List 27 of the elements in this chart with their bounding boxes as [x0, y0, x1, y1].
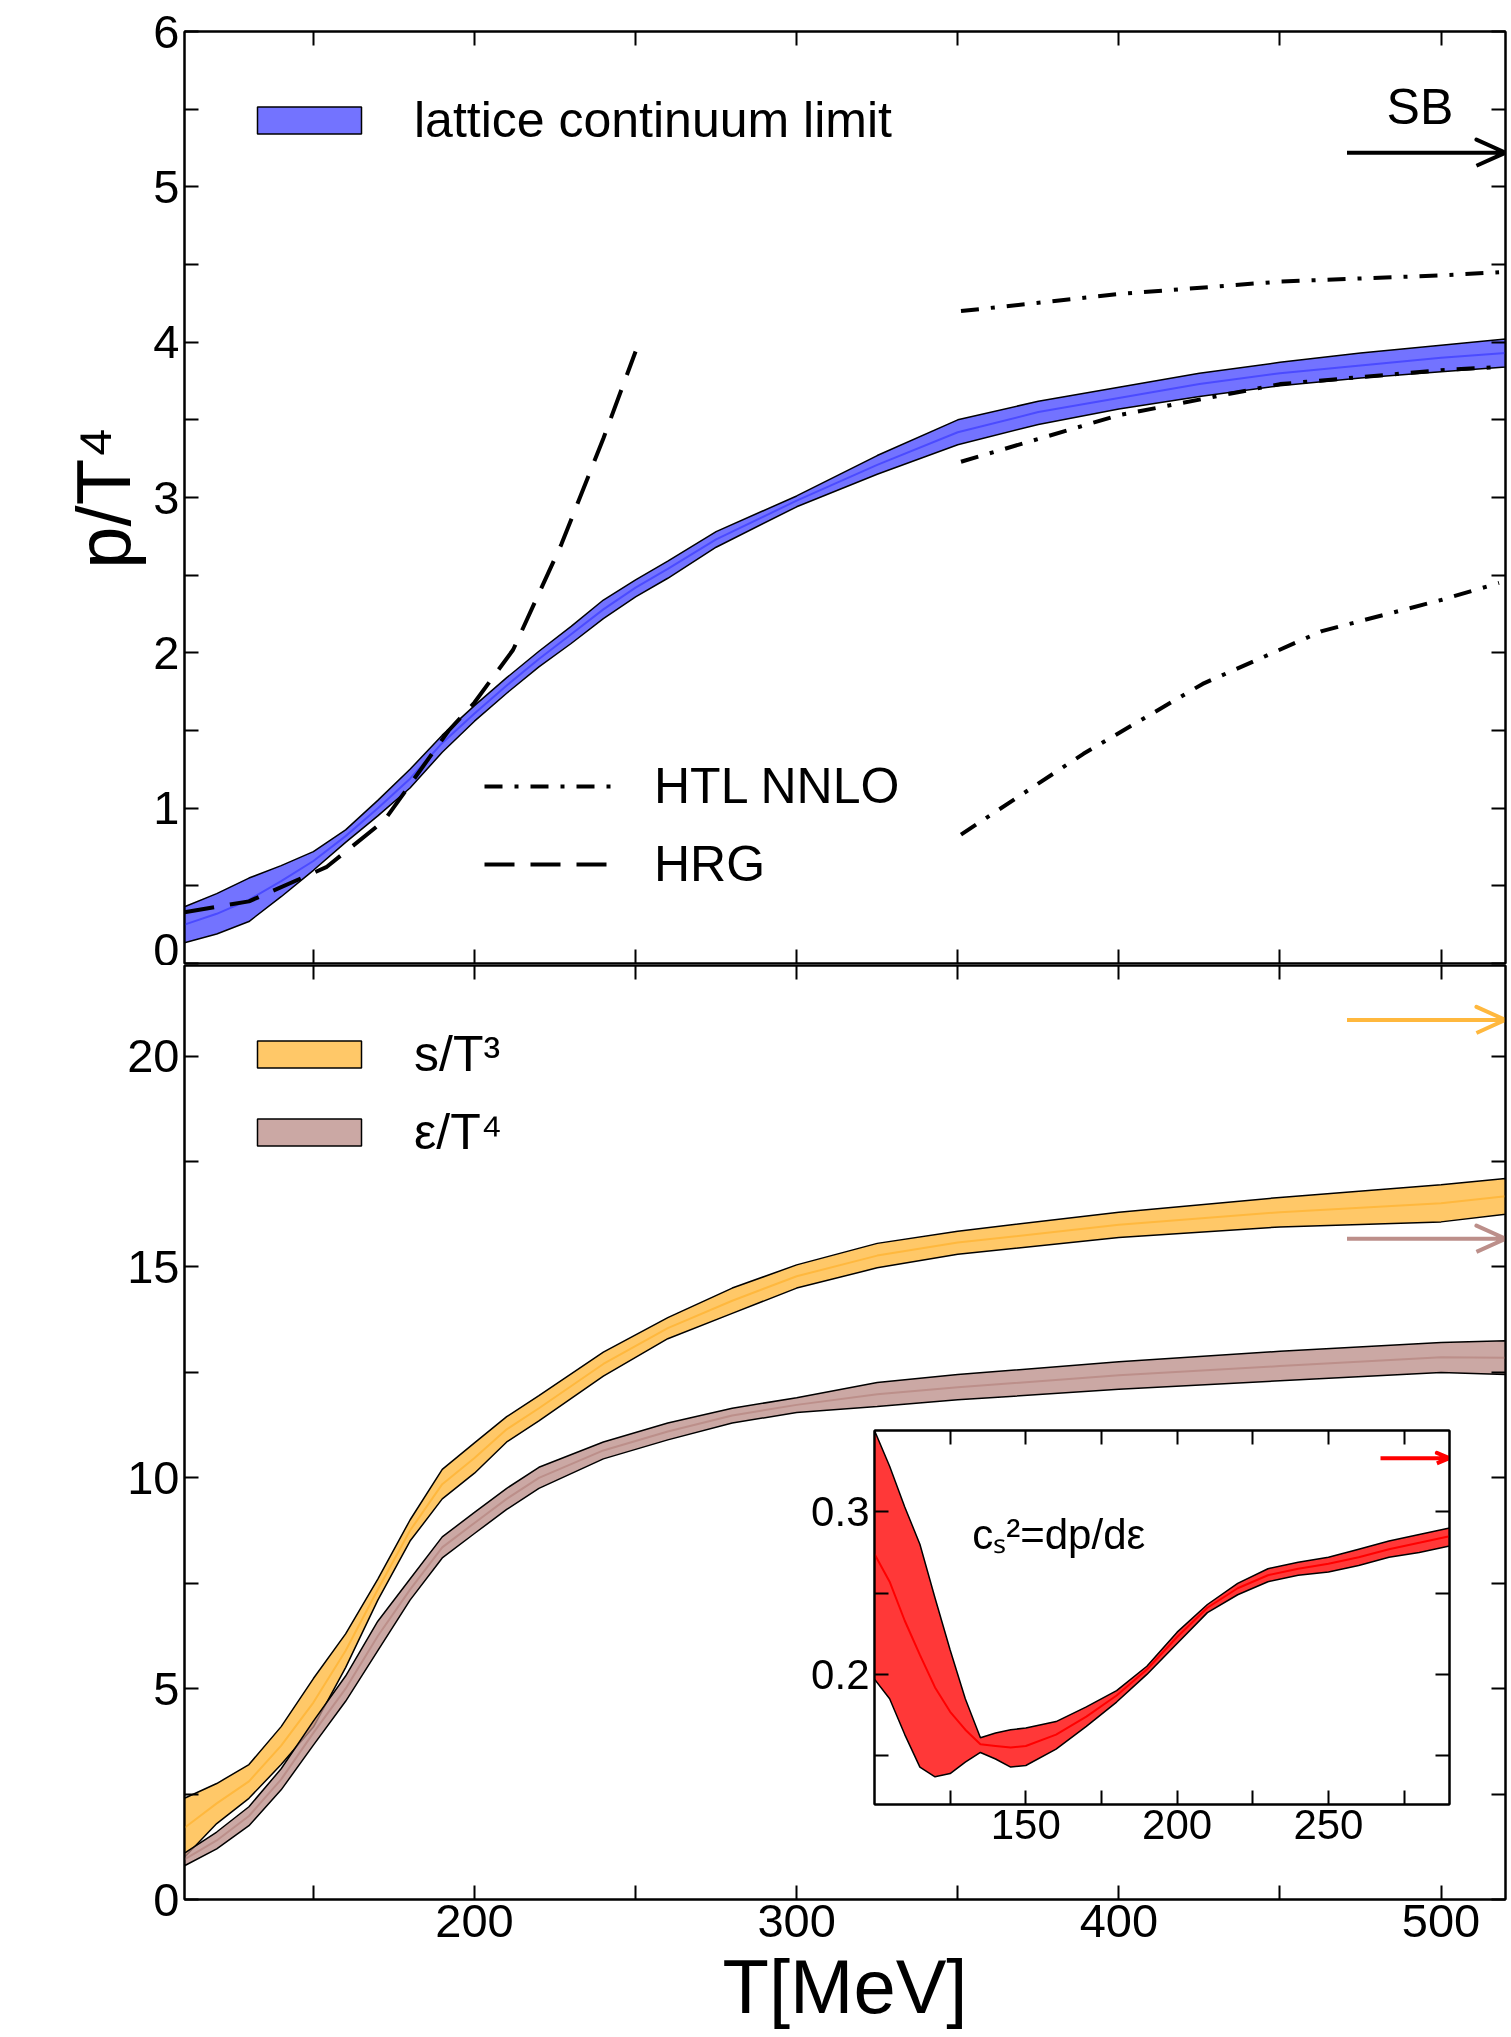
y-tick-label: 6 — [153, 4, 180, 58]
y-tick-label: 5 — [153, 1661, 180, 1715]
y-tick-label: 20 — [127, 1029, 180, 1083]
x-tick-label: 250 — [1293, 1800, 1364, 1848]
y-tick-label: 0 — [153, 1872, 180, 1926]
y-tick-label: 0.3 — [811, 1488, 870, 1536]
x-tick-label: 400 — [1079, 1893, 1159, 1947]
legend-label: ε/T⁴ — [414, 1103, 503, 1161]
y-tick-label: 0.2 — [811, 1650, 870, 1698]
y-tick-label: 2 — [153, 625, 180, 679]
y-tick-label: 5 — [153, 159, 180, 213]
legend-label: HRG — [654, 835, 766, 893]
y-tick-label: 10 — [127, 1450, 180, 1504]
legend-label: s/T³ — [414, 1025, 501, 1083]
x-tick-label: 200 — [435, 1893, 514, 1947]
x-tick-label: 200 — [1142, 1800, 1213, 1848]
ref-line-label: SB — [1386, 78, 1454, 135]
y-tick-label: 4 — [153, 315, 180, 369]
x-tick-label: 500 — [1401, 1893, 1481, 1947]
series-label: cₛ²=dp/dε — [972, 1510, 1146, 1558]
y-tick-label: 15 — [127, 1239, 180, 1293]
y-tick-label: 3 — [153, 470, 180, 524]
legend-label: lattice continuum limit — [414, 91, 892, 149]
x-tick-label: 150 — [990, 1800, 1061, 1848]
y-axis-title: p/T⁴ — [61, 426, 147, 569]
y-tick-label: 1 — [153, 781, 180, 835]
legend-label: HTL NNLO — [654, 757, 900, 815]
